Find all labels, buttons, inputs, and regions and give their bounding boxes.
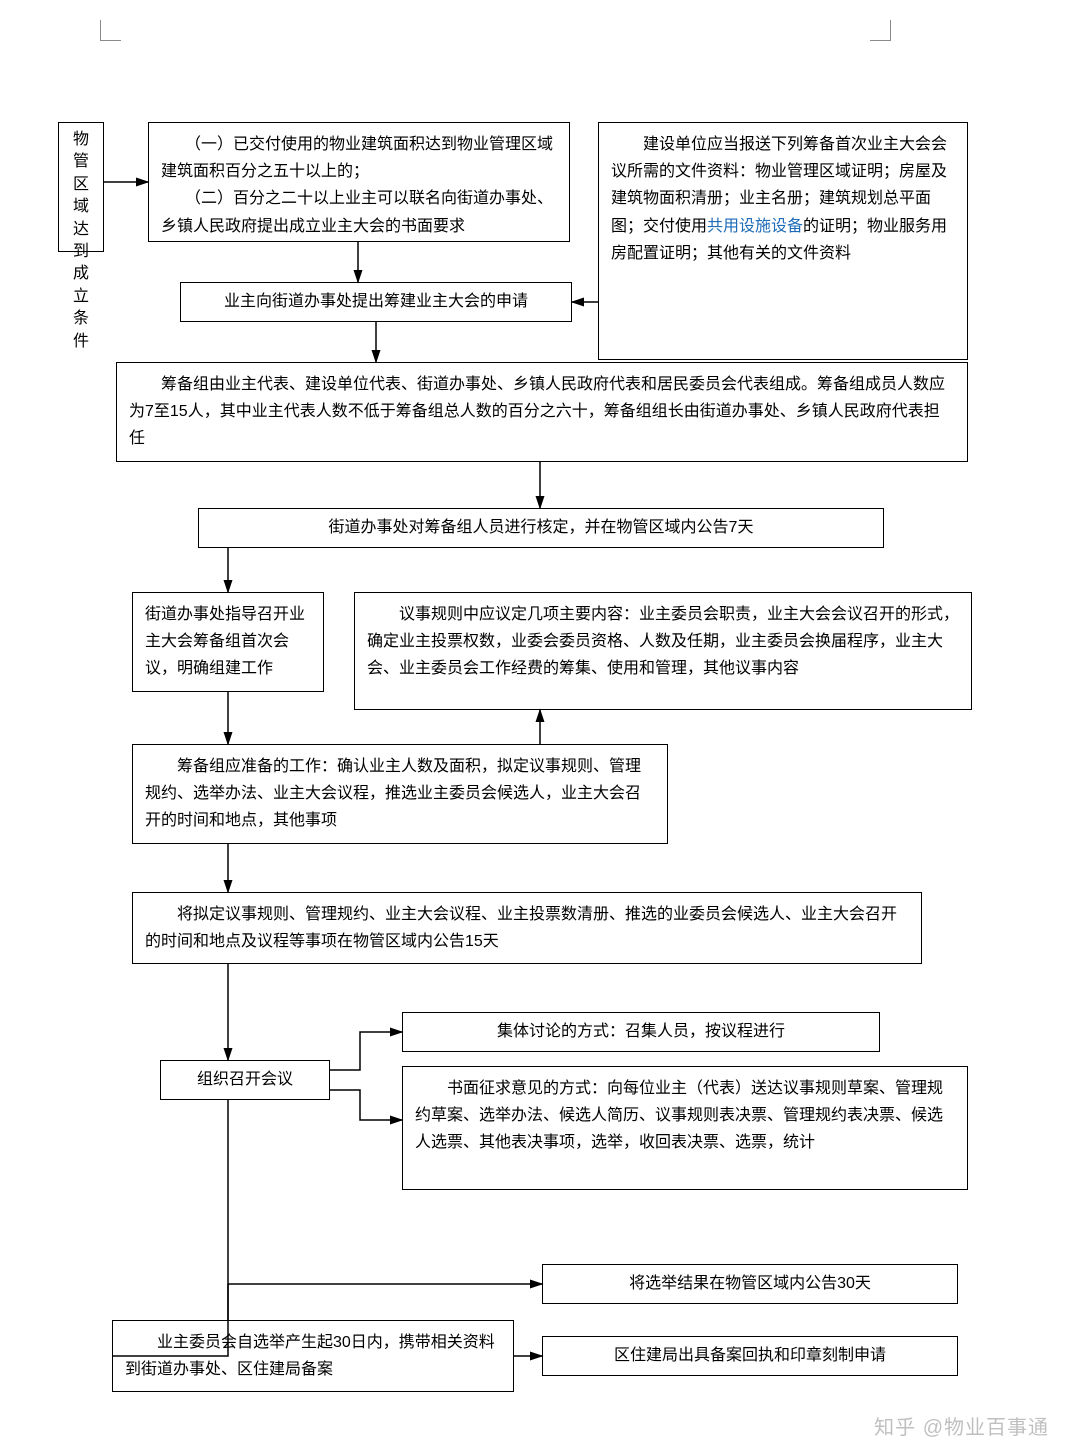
- node-announce-15: 将拟定议事规则、管理规约、业主大会议程、业主投票数清册、推选的业委员会候选人、业…: [132, 892, 922, 964]
- crop-mark: [100, 20, 121, 41]
- node-announce-30: 将选举结果在物管区域内公告30天: [542, 1264, 958, 1304]
- node-receipt: 区住建局出具备案回执和印章刻制申请: [542, 1336, 958, 1376]
- node-file: 业主委员会自选举产生起30日内，携带相关资料到街道办事处、区住建局备案: [112, 1320, 514, 1392]
- node-verify: 街道办事处对筹备组人员进行核定，并在物管区域内公告7天: [198, 508, 884, 548]
- node-documents: 建设单位应当报送下列筹备首次业主大会会议所需的文件资料：物业管理区域证明；房屋及…: [598, 122, 968, 360]
- node-written: 书面征求意见的方式：向每位业主（代表）送达议事规则草案、管理规约草案、选举办法、…: [402, 1066, 968, 1190]
- node-convene: 组织召开会议: [160, 1060, 330, 1100]
- node-collective: 集体讨论的方式：召集人员，按议程进行: [402, 1012, 880, 1052]
- node-prep-group: 筹备组由业主代表、建设单位代表、街道办事处、乡镇人民政府代表和居民委员会代表组成…: [116, 362, 968, 462]
- node-apply: 业主向街道办事处提出筹建业主大会的申请: [180, 282, 572, 322]
- node-conditions: （一）已交付使用的物业建筑面积达到物业管理区域建筑面积百分之五十以上的； （二）…: [148, 122, 570, 242]
- node-conditions-label: 物管区域达到成立条件: [58, 122, 104, 252]
- watermark: 知乎 @物业百事通: [874, 1411, 1049, 1440]
- crop-mark: [870, 20, 891, 41]
- flowchart-canvas: 物管区域达到成立条件 （一）已交付使用的物业建筑面积达到物业管理区域建筑面积百分…: [0, 0, 1079, 1452]
- node-prep-work: 筹备组应准备的工作：确认业主人数及面积，拟定议事规则、管理规约、选举办法、业主大…: [132, 744, 668, 844]
- node-first-meeting: 街道办事处指导召开业主大会筹备组首次会议，明确组建工作: [132, 592, 324, 692]
- node-rules: 议事规则中应议定几项主要内容：业主委员会职责，业主大会会议召开的形式，确定业主投…: [354, 592, 972, 710]
